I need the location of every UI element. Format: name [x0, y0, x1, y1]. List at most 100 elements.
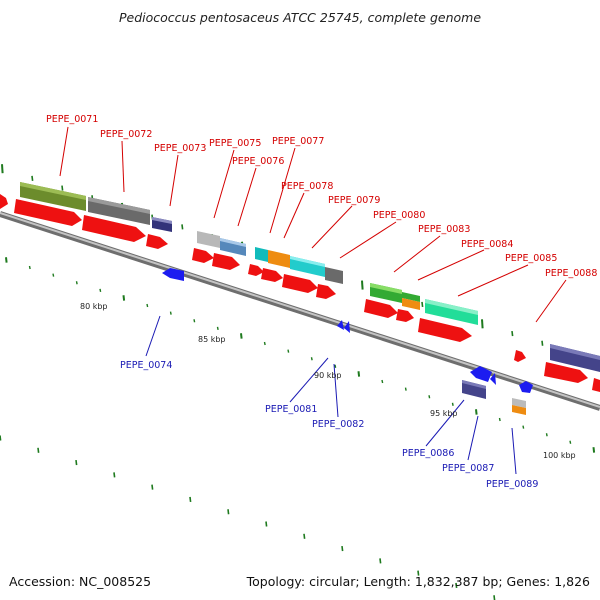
accession-text: Accession: NC_008525 — [9, 574, 152, 589]
cds-forward-0080[interactable] — [316, 284, 336, 299]
feature-pepe-0088-top — [550, 344, 600, 360]
cds-forward-0076[interactable] — [212, 253, 240, 270]
cds-forward-0075[interactable] — [192, 248, 214, 263]
tick-mark — [5, 257, 8, 263]
tick-mark — [481, 319, 484, 329]
tick-mark — [522, 425, 525, 429]
feature-pepe-0083-top — [370, 283, 402, 294]
cds-forward-0083[interactable] — [364, 299, 398, 318]
cds-reverse-0086b[interactable] — [490, 373, 496, 385]
tick-mark — [52, 273, 55, 277]
gene-label-pepe-0073[interactable]: PEPE_0073 — [154, 143, 206, 154]
tick-mark — [263, 341, 266, 346]
genome-summary-text: Topology: circular; Length: 1,832,387 bp… — [246, 574, 590, 589]
feature-pepe-0078[interactable] — [268, 250, 290, 268]
cds-reverse-0082[interactable] — [344, 321, 350, 333]
tick-mark — [569, 440, 572, 444]
tick-mark — [592, 447, 596, 453]
gene-label-pepe-0074[interactable]: PEPE_0074 — [120, 360, 172, 371]
cds-forward-0087b[interactable] — [514, 350, 526, 362]
cds-forward-0073[interactable] — [146, 234, 168, 249]
cds-reverse-0081[interactable] — [337, 320, 344, 330]
tick-mark — [28, 265, 31, 270]
gene-label-pepe-0089[interactable]: PEPE_0089 — [486, 479, 538, 490]
feature-pepe-0084[interactable] — [402, 292, 420, 302]
cds-forward-0079[interactable] — [282, 274, 318, 293]
tick-mark — [113, 472, 116, 478]
gene-label-pepe-0082[interactable]: PEPE_0082 — [312, 419, 364, 430]
gene-label-pepe-0075[interactable]: PEPE_0075 — [209, 138, 261, 149]
map-title: Pediococcus pentosaceus ATCC 25745, comp… — [118, 10, 482, 25]
cds-reverse-0086[interactable] — [470, 366, 492, 382]
gene-labels-reverse: PEPE_0074 PEPE_0081 PEPE_0082 PEPE_0086 … — [120, 360, 538, 490]
cds-forward-0084[interactable] — [396, 309, 414, 322]
feature-pepe-0085-top — [425, 299, 478, 315]
tick-mark — [61, 185, 64, 191]
gene-label-pepe-0083[interactable]: PEPE_0083 — [418, 224, 470, 235]
tick-mark — [181, 224, 184, 230]
tick-mark — [303, 533, 306, 539]
scale-label-85kbp: 85 kbp — [198, 335, 226, 344]
cds-forward-0090[interactable] — [592, 378, 600, 392]
gene-label-pepe-0080[interactable]: PEPE_0080 — [373, 210, 425, 221]
tick-mark — [417, 570, 420, 576]
tick-mark — [541, 340, 544, 346]
inner-tick-row — [0, 435, 496, 600]
leader-lines-forward — [59, 126, 567, 323]
feature-pepe-0080[interactable] — [325, 267, 343, 284]
tick-mark — [75, 281, 78, 285]
gene-labels-forward: PEPE_0071 PEPE_0072 PEPE_0073 PEPE_0075 … — [46, 114, 597, 279]
cds-forward-0078[interactable] — [261, 268, 283, 282]
feature-pepe-0079[interactable] — [290, 256, 325, 277]
gene-label-pepe-0076[interactable]: PEPE_0076 — [232, 156, 284, 167]
feature-pepe-0089b[interactable] — [512, 405, 526, 415]
tick-mark — [99, 288, 102, 292]
feature-pepe-0075[interactable] — [197, 231, 220, 248]
cds-forward-0071[interactable] — [14, 199, 82, 226]
tick-mark — [451, 402, 454, 406]
tick-mark — [475, 409, 478, 415]
tick-mark — [498, 417, 501, 422]
gene-label-pepe-0077[interactable]: PEPE_0077 — [272, 136, 324, 147]
tick-mark — [193, 319, 196, 323]
feature-pepe-0084b — [402, 298, 420, 310]
cds-forward-0088[interactable] — [544, 362, 588, 383]
tick-mark — [1, 164, 4, 174]
feature-pepe-0073-top — [152, 217, 172, 224]
tick-mark — [357, 371, 361, 377]
gene-label-pepe-0072[interactable]: PEPE_0072 — [100, 129, 152, 140]
cds-reverse-0074[interactable] — [162, 268, 184, 281]
gene-label-pepe-0086[interactable]: PEPE_0086 — [402, 448, 454, 459]
tick-mark — [146, 303, 149, 308]
feature-row-upper — [20, 182, 600, 372]
gene-label-pepe-0078[interactable]: PEPE_0078 — [281, 181, 333, 192]
cds-forward-0077[interactable] — [248, 264, 264, 276]
cds-forward-0085[interactable] — [418, 318, 472, 342]
gene-label-pepe-0087[interactable]: PEPE_0087 — [442, 463, 494, 474]
tick-mark — [240, 333, 243, 339]
cds-forward-0070[interactable] — [0, 194, 8, 209]
gene-label-pepe-0079[interactable]: PEPE_0079 — [328, 195, 380, 206]
tick-mark — [37, 447, 40, 453]
tick-mark — [334, 364, 337, 368]
tick-mark — [341, 545, 344, 552]
cds-forward-0072[interactable] — [82, 215, 146, 242]
gene-label-pepe-0081[interactable]: PEPE_0081 — [265, 404, 317, 415]
tick-mark — [493, 595, 496, 600]
feature-pepe-0077[interactable] — [255, 247, 268, 262]
scale-label-95kbp: 95 kbp — [430, 409, 458, 418]
tick-mark — [216, 326, 219, 330]
gene-label-pepe-0088[interactable]: PEPE_0088 — [545, 268, 597, 279]
tick-mark — [421, 301, 424, 308]
tick-mark — [151, 484, 154, 490]
gene-label-pepe-0085[interactable]: PEPE_0085 — [505, 253, 557, 264]
gene-label-pepe-0084[interactable]: PEPE_0084 — [461, 239, 513, 250]
scale-label-90kbp: 90 kbp — [314, 371, 342, 380]
tick-mark — [455, 582, 458, 589]
feature-pepe-0072-top — [88, 197, 150, 214]
gene-label-pepe-0071[interactable]: PEPE_0071 — [46, 114, 98, 125]
feature-pepe-0089a[interactable] — [512, 398, 526, 408]
cds-reverse-0089[interactable] — [519, 381, 533, 393]
